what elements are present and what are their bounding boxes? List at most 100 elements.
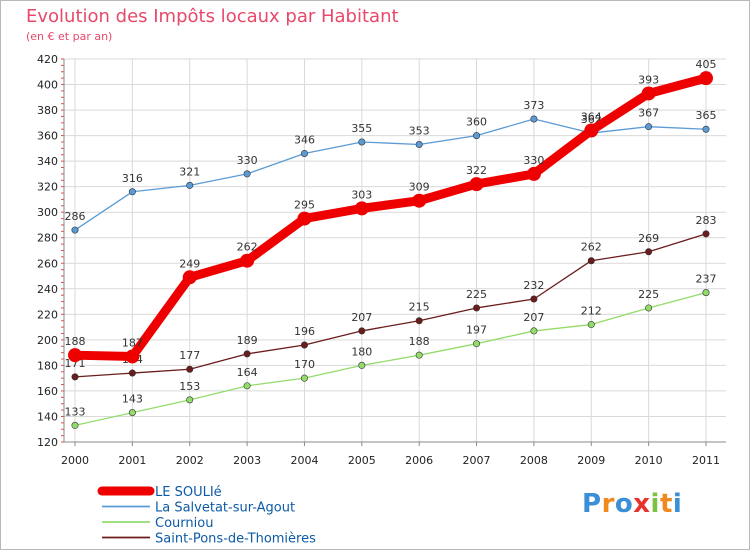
data-point (297, 211, 312, 226)
y-tick-label: 340 (37, 155, 58, 168)
data-point (702, 125, 710, 133)
data-point (243, 382, 251, 390)
data-label: 295 (294, 199, 315, 212)
data-label: 360 (466, 116, 487, 129)
data-point (186, 396, 194, 404)
data-point (243, 170, 251, 178)
series-line (74, 118, 707, 231)
data-label: 189 (237, 334, 258, 347)
y-tick-label: 360 (37, 130, 58, 143)
x-tick-label: 2003 (233, 454, 261, 467)
logo-letter: o (614, 489, 634, 519)
series-courniou: 133 143 153 164 170 180 188 197 207 212 225 237 (65, 273, 717, 429)
logo-letter: i (672, 489, 683, 519)
data-point (186, 365, 194, 373)
data-point (584, 123, 599, 138)
data-label: 207 (523, 311, 544, 324)
chart-subtitle: (en € et par an) (26, 30, 112, 43)
series-line (70, 73, 711, 361)
data-label: 330 (523, 154, 544, 167)
data-point (699, 71, 713, 86)
data-point (128, 369, 136, 377)
axes: 120 140 160 180 200 220 240 260 280 300 320 340 360 3… (37, 53, 726, 467)
data-point (473, 132, 481, 140)
series-saint-pons-de-thomi-res: 171174177189196207215225232262269283 (65, 214, 717, 381)
logo-letter: i (650, 489, 660, 519)
chart-title: Evolution des Impôts locaux par Habitant (26, 6, 399, 27)
data-point (412, 193, 427, 208)
data-point (358, 361, 366, 369)
grid-lines (64, 58, 726, 443)
data-label: 232 (523, 279, 544, 292)
data-label: 171 (65, 357, 86, 370)
data-label: 322 (466, 164, 487, 177)
legend-label: LE SOULIé (155, 485, 222, 500)
data-point (186, 181, 194, 189)
data-point (702, 289, 710, 297)
data-label: 133 (65, 405, 86, 418)
data-point (473, 340, 481, 348)
y-tick-label: 400 (37, 79, 58, 92)
data-point (240, 253, 255, 268)
data-point (415, 351, 423, 359)
data-label: 367 (638, 107, 659, 120)
series-le-souli-: 188 187 249 262 295 303 309 322 330 364 393 405 (65, 58, 717, 364)
logo-letter: t (659, 489, 673, 519)
data-point (128, 188, 136, 196)
y-tick-label: 320 (37, 181, 58, 194)
x-tick-label: 2005 (348, 454, 376, 467)
y-tick-label: 220 (37, 308, 58, 321)
logo-letter: r (601, 489, 615, 519)
data-point (645, 123, 653, 131)
data-label: 303 (351, 188, 372, 201)
x-tick-label: 2007 (463, 454, 491, 467)
data-label: 283 (696, 214, 717, 227)
data-label: 225 (466, 288, 487, 301)
data-label: 207 (351, 311, 372, 324)
series-line (74, 233, 707, 378)
x-tick-label: 2000 (61, 454, 89, 467)
legend-label: La Salvetat-sur-Agout (155, 501, 295, 516)
data-point (68, 348, 82, 363)
data-label: 346 (294, 133, 315, 146)
x-tick-label: 2004 (290, 454, 318, 467)
data-point (300, 149, 308, 157)
data-label: 309 (409, 181, 430, 194)
data-point (526, 166, 541, 181)
y-tick-label: 280 (37, 232, 58, 245)
y-tick-label: 240 (37, 283, 58, 296)
y-tick-label: 200 (37, 334, 58, 347)
data-point (587, 257, 595, 265)
data-label: 373 (523, 99, 544, 112)
data-point (354, 201, 369, 216)
data-label: 405 (696, 58, 717, 71)
data-point (530, 327, 538, 335)
x-tick-label: 2011 (692, 454, 720, 467)
y-tick-label: 160 (37, 385, 58, 398)
data-label: 269 (638, 232, 659, 245)
data-point (587, 321, 595, 329)
data-point (71, 226, 79, 234)
data-label: 215 (409, 301, 430, 314)
data-label: 143 (122, 393, 143, 406)
data-point (128, 409, 136, 417)
data-point (645, 304, 653, 312)
x-tick-label: 2009 (577, 454, 605, 467)
data-label: 316 (122, 172, 143, 185)
data-label: 393 (638, 73, 659, 86)
data-label: 225 (638, 288, 659, 301)
series-line (74, 291, 707, 427)
y-tick-label: 380 (37, 104, 58, 117)
data-label: 330 (237, 154, 258, 167)
data-point (125, 349, 140, 364)
y-tick-label: 260 (37, 257, 58, 270)
y-tick-label: 420 (37, 53, 58, 66)
y-tick-label: 120 (37, 436, 58, 449)
data-point (182, 270, 197, 285)
data-label: 365 (696, 109, 717, 122)
data-point (702, 230, 710, 238)
x-tick-label: 2002 (176, 454, 204, 467)
legend-label: Courniou (155, 516, 213, 531)
logo-letter: P (582, 489, 602, 519)
